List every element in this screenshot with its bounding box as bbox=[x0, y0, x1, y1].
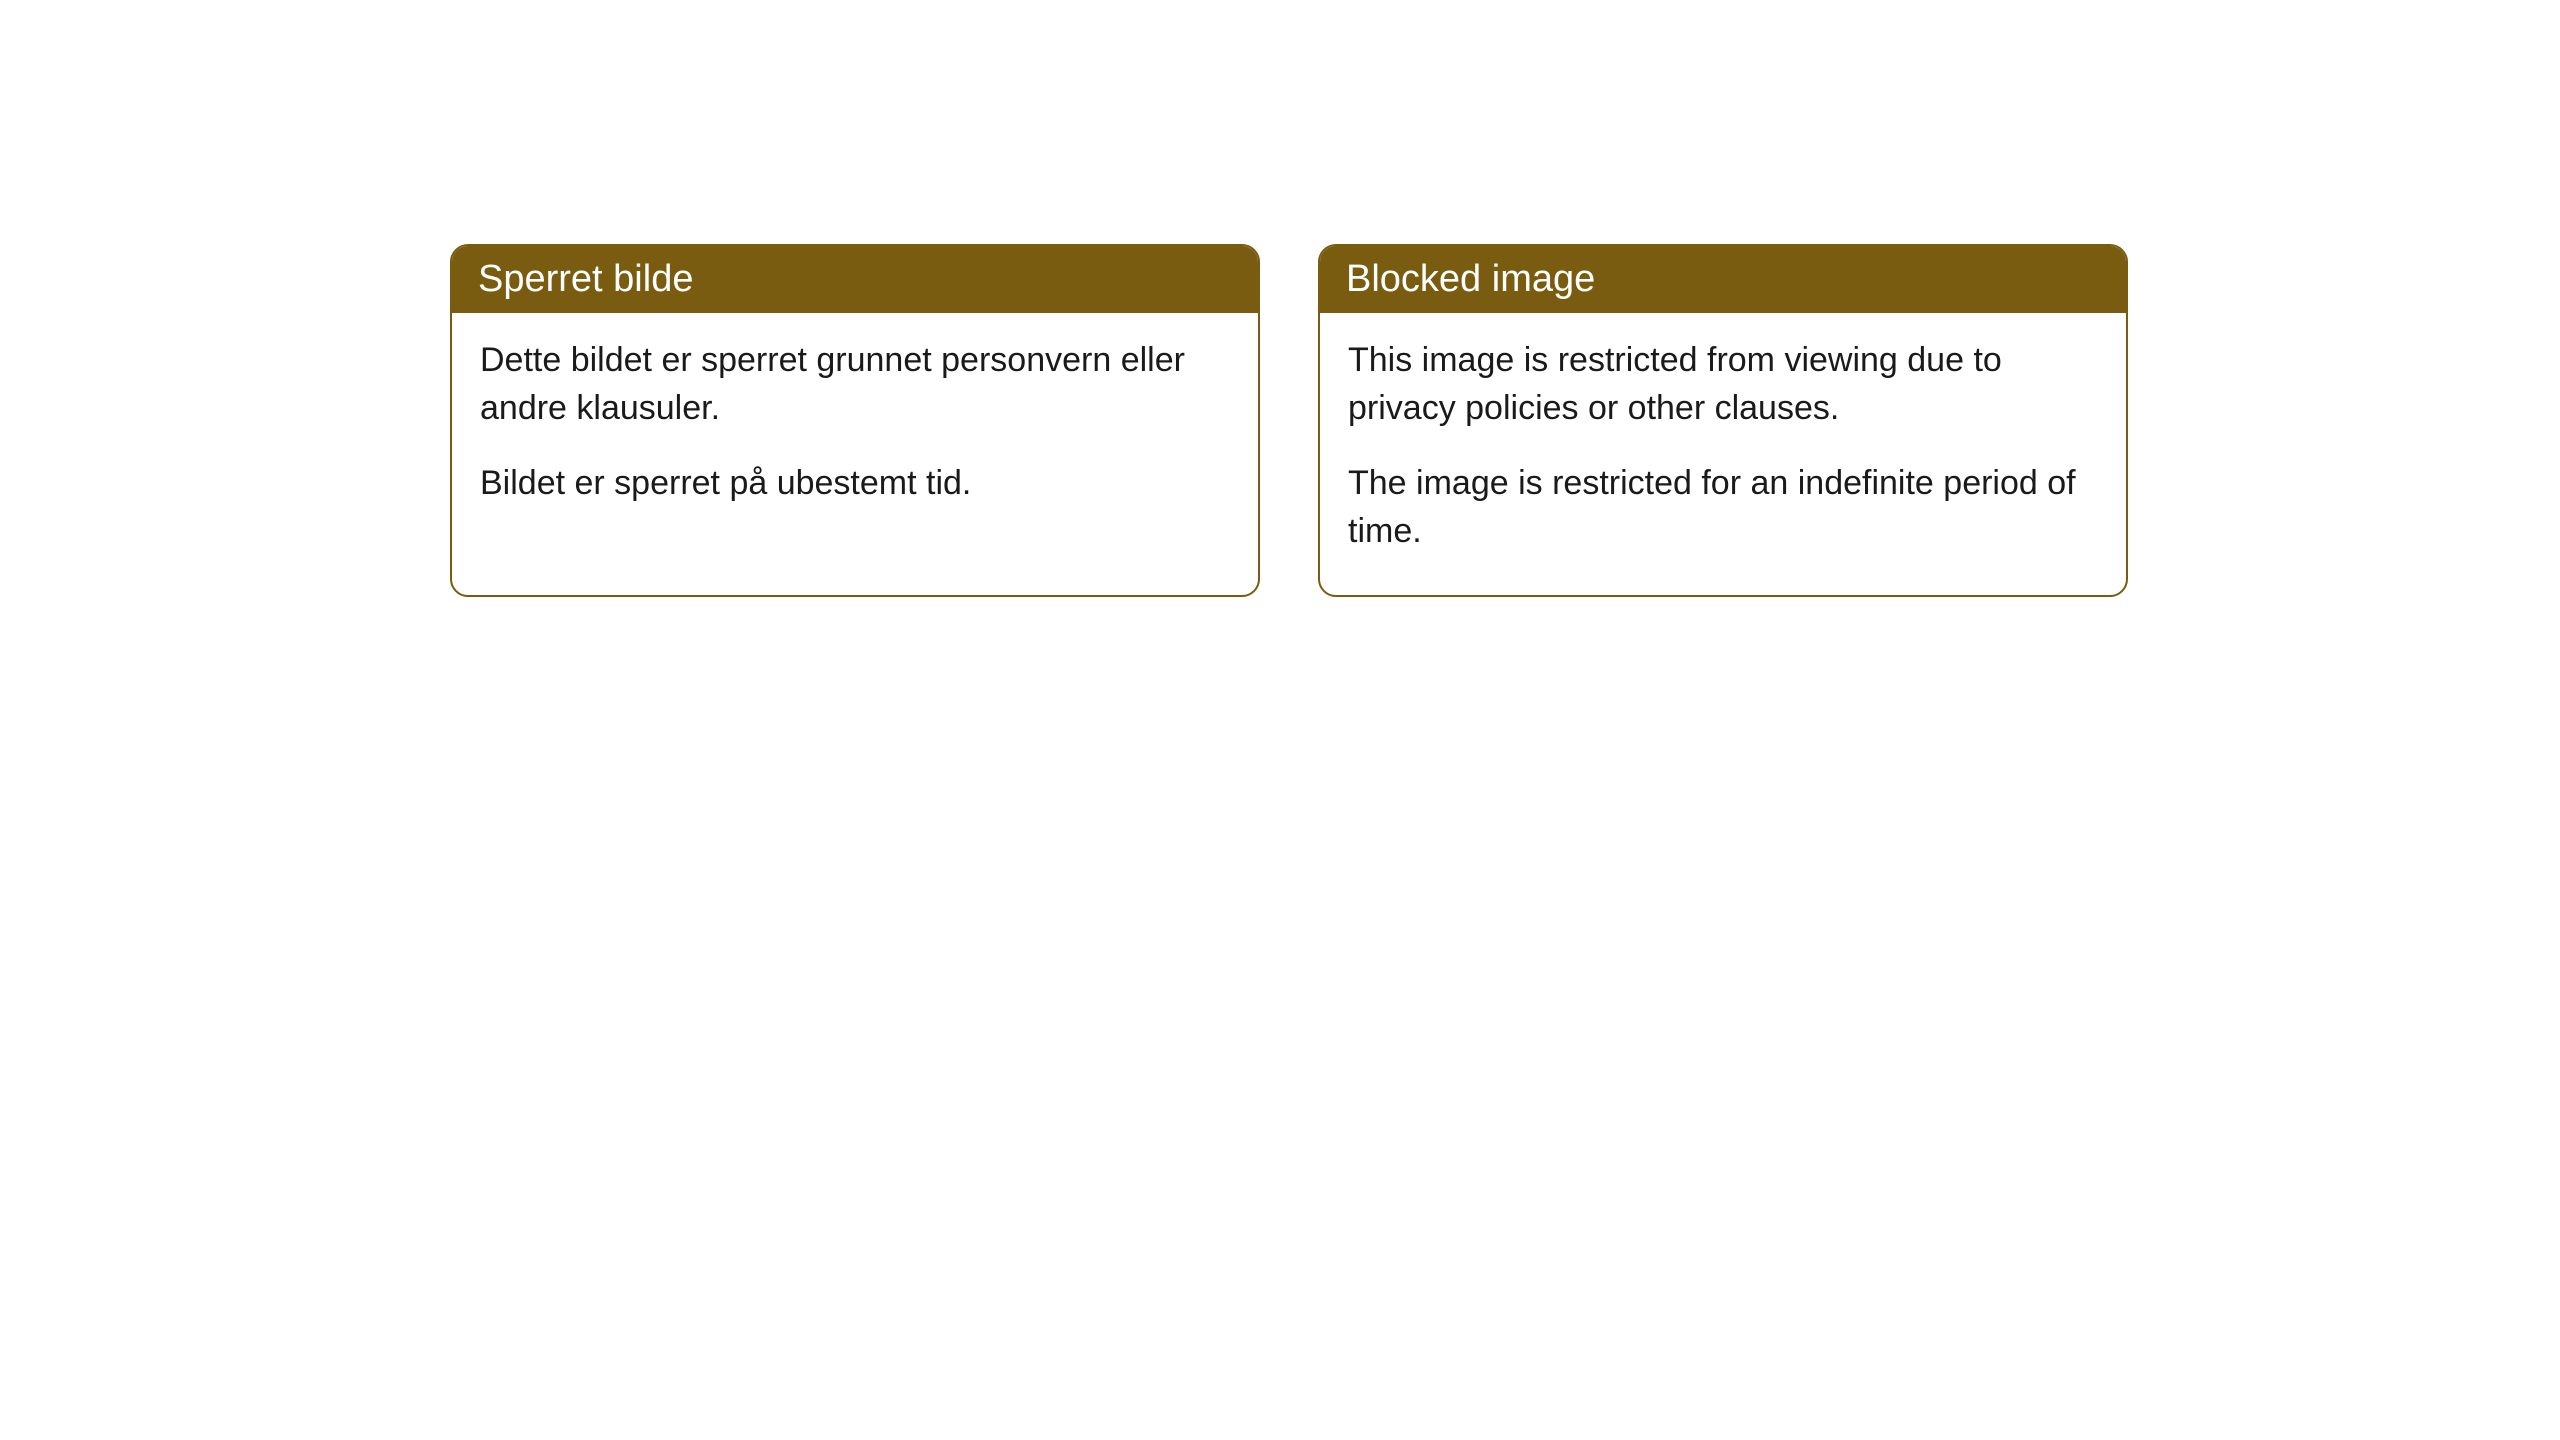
notice-header: Sperret bilde bbox=[452, 246, 1258, 313]
notice-body: Dette bildet er sperret grunnet personve… bbox=[452, 313, 1258, 548]
notice-card-norwegian: Sperret bilde Dette bildet er sperret gr… bbox=[450, 244, 1260, 597]
notice-paragraph-1: This image is restricted from viewing du… bbox=[1348, 337, 2098, 432]
notice-paragraph-2: The image is restricted for an indefinit… bbox=[1348, 460, 2098, 555]
notice-paragraph-2: Bildet er sperret på ubestemt tid. bbox=[480, 460, 1230, 508]
notice-body: This image is restricted from viewing du… bbox=[1320, 313, 2126, 595]
notice-header: Blocked image bbox=[1320, 246, 2126, 313]
notice-paragraph-1: Dette bildet er sperret grunnet personve… bbox=[480, 337, 1230, 432]
notice-container: Sperret bilde Dette bildet er sperret gr… bbox=[450, 244, 2128, 597]
notice-card-english: Blocked image This image is restricted f… bbox=[1318, 244, 2128, 597]
